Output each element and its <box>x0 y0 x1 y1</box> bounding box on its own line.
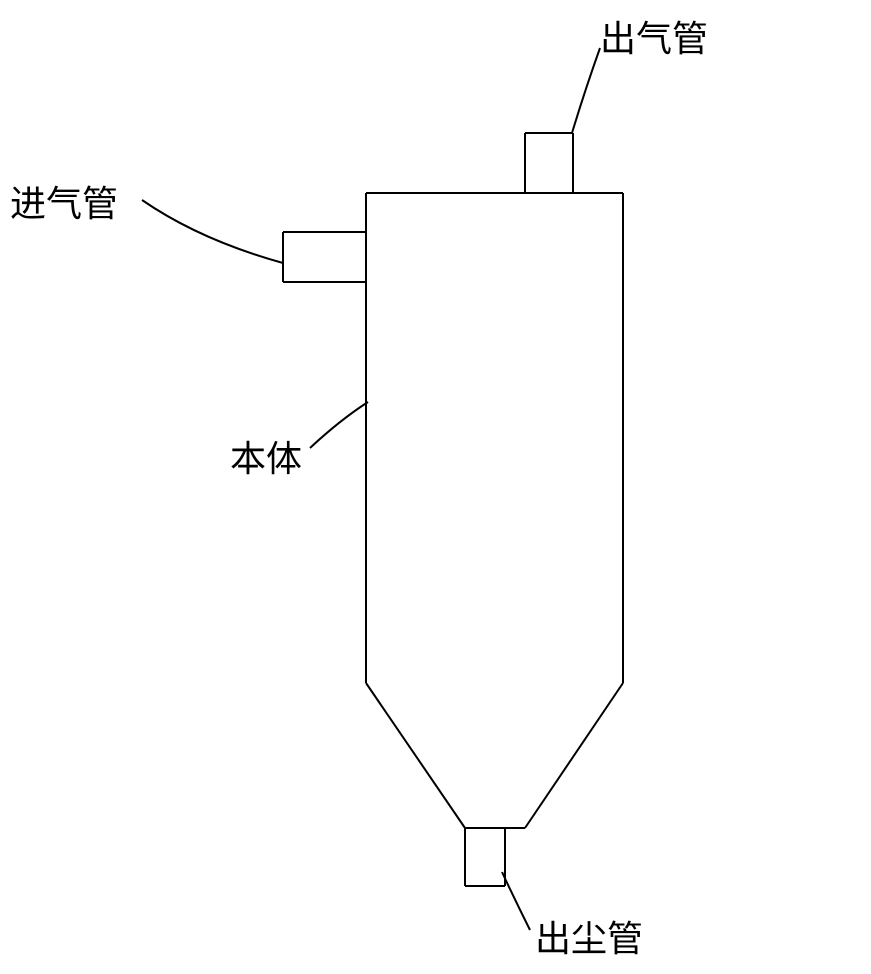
outlet-pipe-shape <box>525 133 573 193</box>
label-inlet-pipe: 进气管 <box>10 175 118 227</box>
label-dust-outlet: 出尘管 <box>535 910 643 962</box>
label-outlet-pipe: 出气管 <box>600 10 708 62</box>
leader-body <box>310 402 368 448</box>
leader-inlet <box>142 200 283 263</box>
inlet-pipe-shape <box>283 232 366 282</box>
label-body: 本体 <box>230 430 302 482</box>
body-rect-shape <box>366 193 623 683</box>
leader-outlet <box>572 48 600 133</box>
dust-outlet-shape <box>465 828 525 886</box>
cyclone-separator-diagram: 出气管 进气管 本体 出尘管 <box>0 0 871 974</box>
diagram-svg <box>0 0 871 974</box>
body-cone-shape <box>366 683 623 828</box>
leader-dust <box>502 872 530 930</box>
